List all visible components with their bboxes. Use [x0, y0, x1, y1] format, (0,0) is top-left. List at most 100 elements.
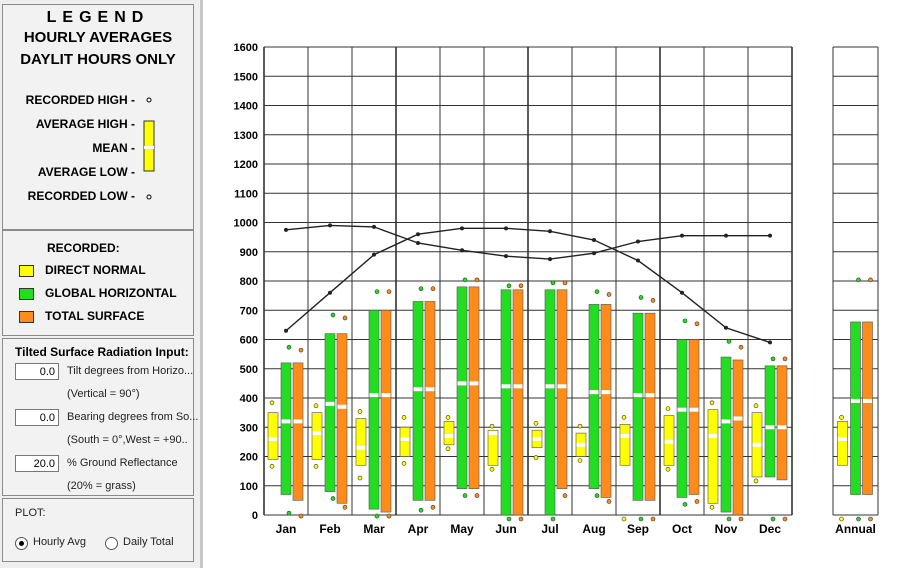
x-tick-label: Annual — [835, 522, 876, 536]
x-tick-label: Sep — [627, 522, 649, 536]
mean-bar — [425, 387, 435, 392]
y-tick-label: 700 — [240, 305, 258, 317]
mean-bar — [645, 393, 655, 398]
line-point — [460, 226, 464, 231]
y-tick-label: 0 — [252, 510, 258, 522]
input-field[interactable]: 0.0 — [15, 409, 59, 426]
mean-bar — [838, 436, 847, 441]
input-field[interactable]: 0.0 — [15, 363, 59, 380]
mean-bar — [851, 398, 860, 403]
legend-subtitle: HOURLY AVERAGES — [23, 29, 173, 46]
box — [311, 412, 323, 460]
recorded-dot — [313, 464, 319, 469]
mean-bar — [281, 419, 291, 424]
mean-bar — [863, 398, 872, 403]
radio-button[interactable] — [105, 537, 118, 550]
recorded-dot — [342, 504, 348, 510]
recorded-dot — [357, 409, 363, 414]
line-point — [328, 290, 332, 295]
recorded-dot — [342, 315, 348, 321]
y-tick-label: 1400 — [234, 101, 258, 113]
mean-bar — [601, 390, 611, 395]
recorded-dot — [856, 277, 861, 283]
line-point — [284, 227, 288, 232]
mean-bar — [369, 393, 379, 398]
y-tick-label: 500 — [240, 364, 258, 376]
legend-label: GLOBAL HORIZONTAL — [45, 286, 177, 300]
x-tick-label: Jun — [495, 522, 516, 536]
box — [720, 356, 732, 513]
recorded-dot — [518, 283, 524, 289]
y-tick-label: 1100 — [234, 188, 258, 200]
recorded-dot — [638, 295, 644, 300]
recorded-dot — [577, 458, 583, 463]
box — [412, 301, 424, 501]
box — [424, 301, 436, 501]
recorded-dot — [594, 289, 600, 294]
recorded-dot — [770, 516, 776, 522]
mean-bar — [532, 436, 542, 441]
recorded-dot — [726, 516, 732, 522]
mean-bar — [721, 419, 731, 424]
box — [619, 424, 631, 466]
box — [837, 421, 848, 466]
radio-dot — [19, 541, 24, 546]
line-point — [724, 325, 728, 330]
line-point — [416, 240, 420, 245]
recorded-dot — [738, 344, 744, 350]
input-field[interactable]: 20.0 — [15, 455, 59, 472]
y-tick-label: 300 — [240, 422, 258, 434]
mean-bar — [312, 431, 322, 436]
box — [512, 289, 524, 516]
mean-bar — [356, 445, 366, 450]
box — [292, 362, 304, 501]
y-tick-label: 1200 — [234, 159, 258, 171]
line — [285, 224, 770, 260]
recorded-dot — [694, 499, 700, 504]
key-label: RECORDED LOW - — [27, 189, 135, 203]
radio-label[interactable]: Daily Total — [123, 536, 174, 548]
recorded-dot — [621, 415, 627, 420]
recorded-dot — [682, 318, 688, 324]
tilt-section: Tilted Surface Radiation Input: 0.0 Tilt … — [2, 338, 198, 496]
line-point — [680, 290, 684, 295]
legend-label: TOTAL SURFACE — [45, 309, 145, 323]
x-tick-label: Mar — [363, 522, 385, 536]
line-point — [592, 238, 596, 243]
x-tick-label: Apr — [408, 522, 429, 536]
mean-bar — [501, 384, 511, 389]
tilt-heading: Tilted Surface Radiation Input: — [15, 345, 189, 359]
recorded-dot — [709, 504, 715, 510]
mean-bar — [689, 407, 699, 412]
recorded-heading: RECORDED: — [47, 241, 120, 255]
line-point — [416, 232, 420, 237]
line-point — [504, 254, 508, 259]
recorded-dot — [386, 289, 392, 294]
field-note: (South = 0°,West = +90.. — [67, 434, 188, 446]
recorded-dot — [770, 356, 776, 362]
recorded-dot — [753, 478, 759, 484]
recorded-dot — [650, 298, 656, 303]
legend-title: LEGEND — [46, 9, 150, 26]
key-glyph — [143, 97, 155, 200]
box — [267, 412, 279, 460]
mean-bar — [325, 401, 335, 406]
box — [336, 333, 348, 504]
recorded-dot — [638, 516, 644, 522]
box — [380, 309, 392, 513]
box — [399, 426, 411, 457]
line — [285, 227, 771, 344]
mean-bar — [457, 381, 467, 386]
line-point — [328, 223, 332, 228]
mean-bar — [633, 393, 643, 398]
recorded-dot — [474, 493, 480, 498]
mean-bar — [664, 439, 674, 444]
radio-button[interactable] — [15, 537, 28, 550]
radio-label[interactable]: Hourly Avg — [33, 536, 86, 548]
y-tick-label: 1500 — [234, 71, 258, 83]
box — [443, 421, 455, 446]
box — [600, 304, 612, 498]
mean-bar — [293, 419, 303, 424]
recorded-dot — [357, 475, 363, 481]
